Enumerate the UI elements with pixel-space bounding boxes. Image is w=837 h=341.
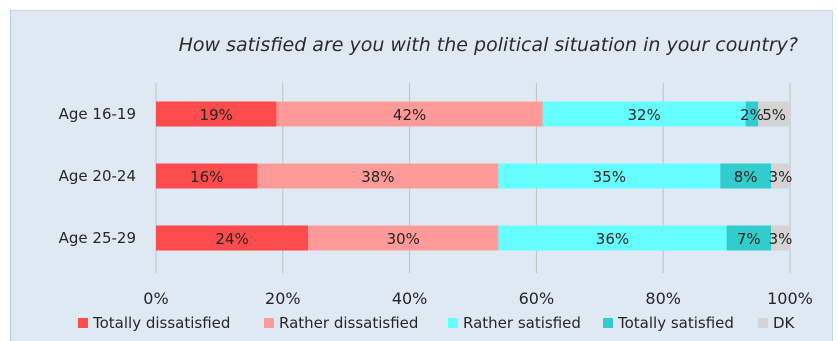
data-label: 16% xyxy=(190,168,223,186)
bar-segment xyxy=(542,101,746,127)
bar-segment xyxy=(720,163,771,189)
legend-label: Totally dissatisfied xyxy=(92,314,230,332)
legend: Totally dissatisfied Rather dissatisfied R… xyxy=(78,314,796,332)
stacked-bar-chart: How satisfied are you with the political… xyxy=(59,34,813,332)
data-label: 8% xyxy=(734,168,758,186)
category-label: Age 16-19 xyxy=(59,105,136,123)
chart-title: How satisfied are you with the political… xyxy=(179,34,798,56)
legend-swatch xyxy=(758,318,768,328)
bar-segment xyxy=(156,101,277,127)
data-label: 7% xyxy=(737,230,761,248)
bar-segment xyxy=(498,163,721,189)
x-tick-label: 60% xyxy=(519,289,555,308)
x-tick-label: 100% xyxy=(767,289,813,308)
legend-swatch xyxy=(264,318,274,328)
bar-segment xyxy=(726,225,771,251)
x-axis-tick-labels: 0% 20% 40% 60% 80% 100% xyxy=(143,289,813,308)
data-label: 3% xyxy=(769,230,793,248)
bar-segment xyxy=(758,101,790,127)
bar-segment xyxy=(745,101,759,127)
x-tick-label: 0% xyxy=(143,289,168,308)
x-tick-label: 20% xyxy=(265,289,301,308)
segment-labels: 19% 42% 32% 2%5% 16% 38% 35% 8% 3% 24% 30% 36% 7% 3% xyxy=(190,106,792,248)
data-label: 5% xyxy=(762,106,786,124)
data-label: 2% xyxy=(740,106,764,124)
category-label: Age 20-24 xyxy=(59,167,136,185)
bar-segment xyxy=(156,163,258,189)
data-label: 19% xyxy=(200,106,233,124)
data-label: 30% xyxy=(387,230,420,248)
legend-label: Totally satisfied xyxy=(617,314,734,332)
data-label: 42% xyxy=(393,106,426,124)
bar-segment xyxy=(257,163,499,189)
data-label: 24% xyxy=(215,230,248,248)
data-label: 32% xyxy=(628,106,661,124)
legend-label: DK xyxy=(773,314,796,332)
chart-frame: How satisfied are you with the political… xyxy=(10,10,833,341)
bar-segment xyxy=(156,225,309,251)
legend-swatch xyxy=(78,318,88,328)
x-tick-label: 40% xyxy=(392,289,428,308)
data-label: 35% xyxy=(593,168,626,186)
bar-segment xyxy=(770,163,790,189)
bar-segment xyxy=(308,225,499,251)
bar-segment xyxy=(770,225,790,251)
data-label: 36% xyxy=(596,230,629,248)
bar-segment xyxy=(498,225,727,251)
category-label: Age 25-29 xyxy=(59,229,136,247)
legend-swatch xyxy=(448,318,458,328)
data-label: 3% xyxy=(769,168,793,186)
legend-label: Rather satisfied xyxy=(463,314,581,332)
bar-segment xyxy=(276,101,543,127)
legend-swatch xyxy=(603,318,613,328)
data-label: 38% xyxy=(361,168,394,186)
bars xyxy=(156,101,790,251)
legend-label: Rather dissatisfied xyxy=(279,314,418,332)
x-tick-label: 80% xyxy=(645,289,681,308)
category-labels: Age 16-19 Age 20-24 Age 25-29 xyxy=(59,105,136,247)
